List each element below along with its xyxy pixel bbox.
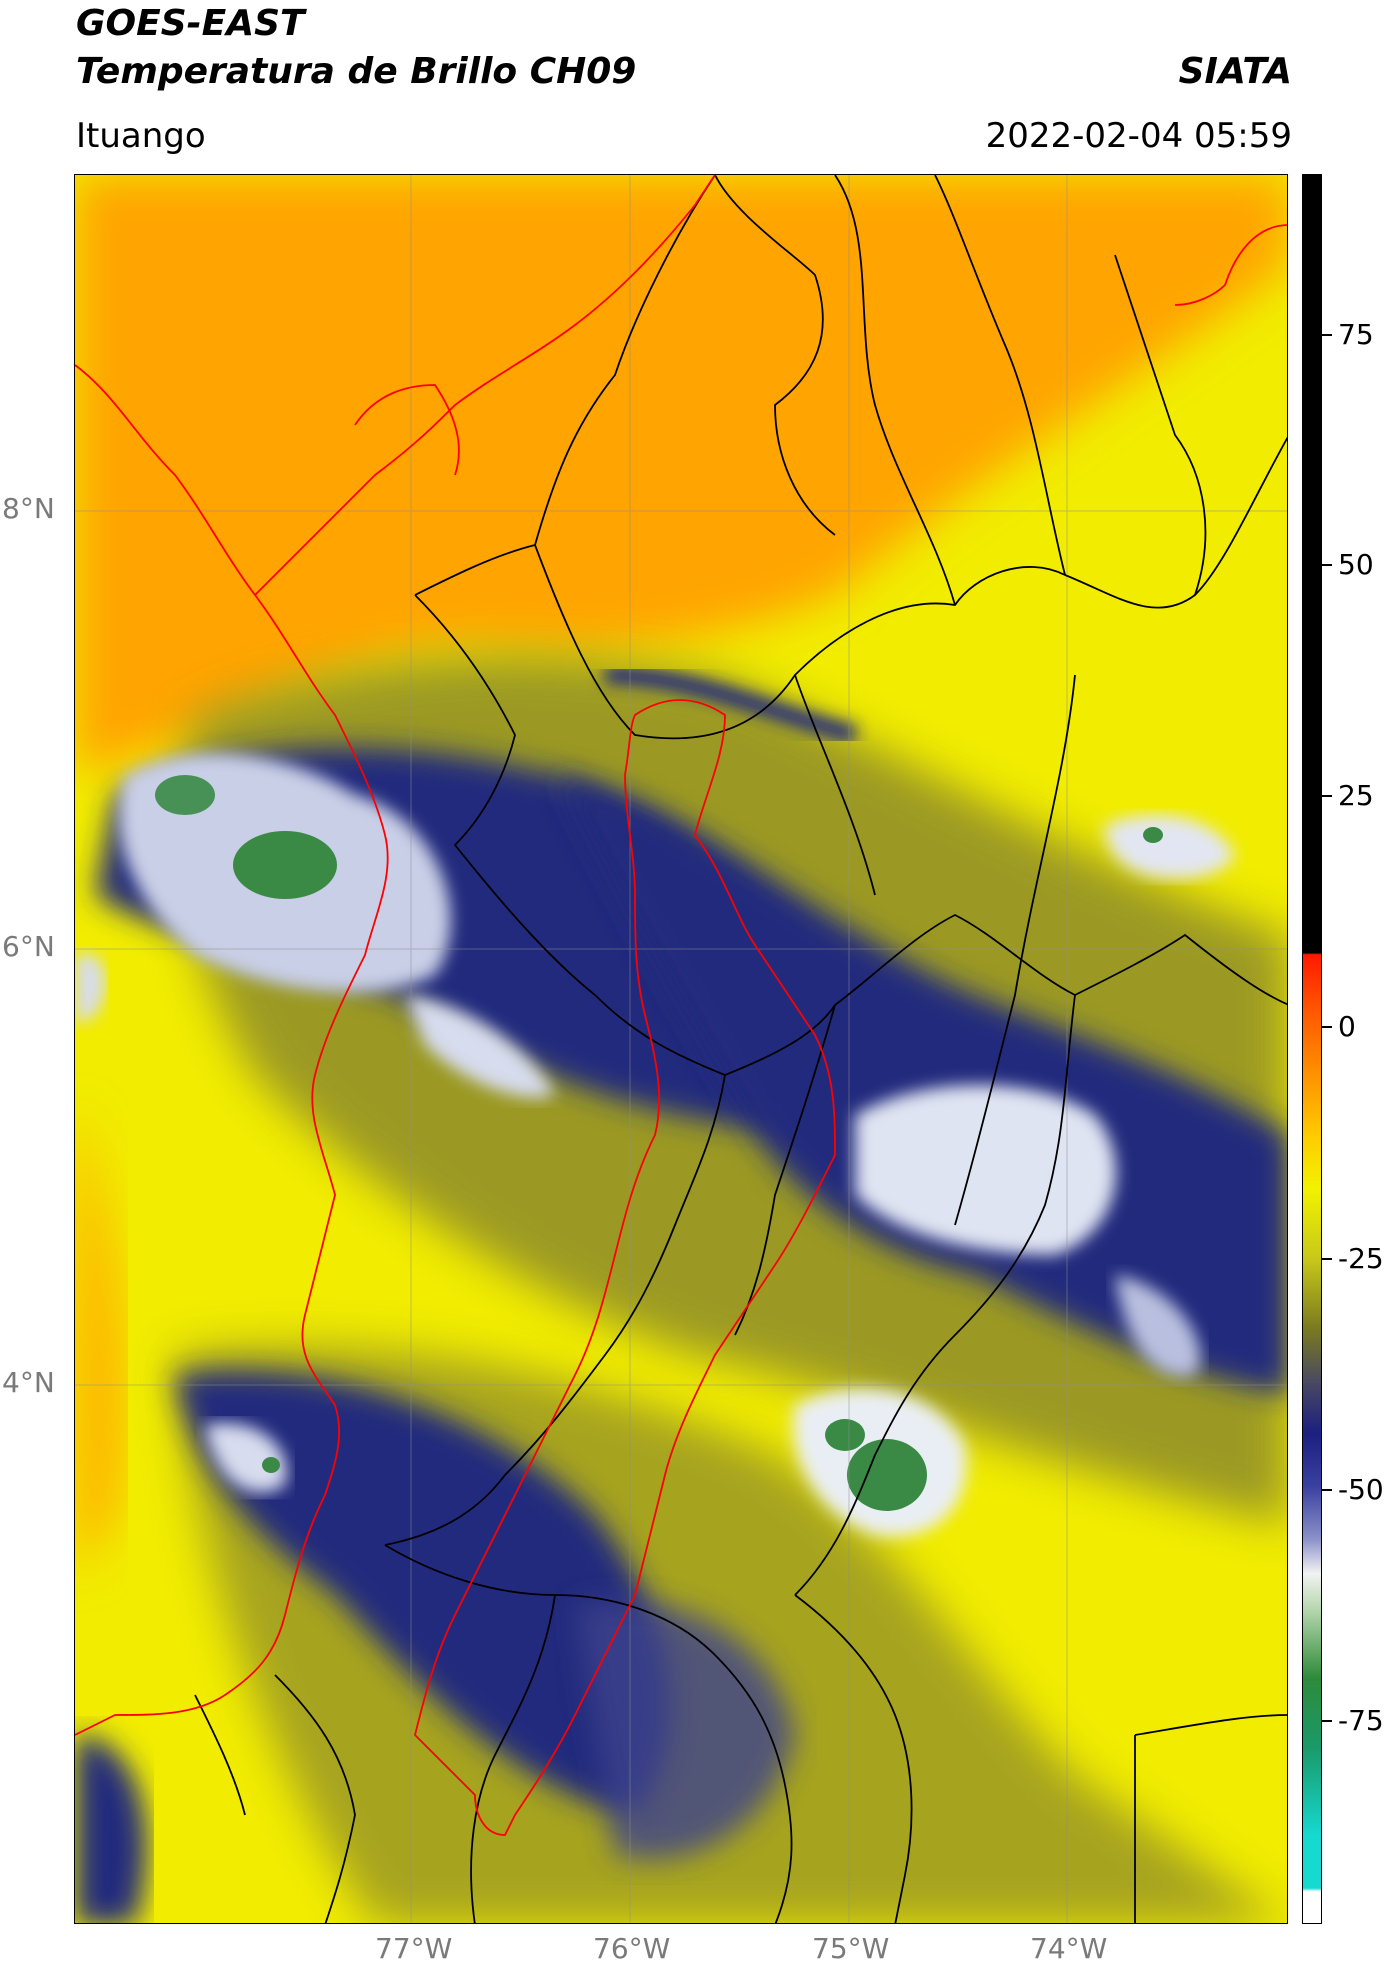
cold-core-south-2 bbox=[825, 1419, 865, 1451]
red-boundaries bbox=[75, 175, 1287, 1836]
cloud-shield-central bbox=[555, 775, 1287, 1395]
colorbar-label: 50 bbox=[1338, 548, 1374, 581]
cold-core-southwest bbox=[262, 1457, 280, 1473]
cold-core-west bbox=[233, 831, 337, 899]
colorbar-tick bbox=[1322, 1026, 1332, 1028]
map-svg bbox=[75, 175, 1287, 1923]
source-label: SIATA bbox=[1178, 51, 1292, 92]
location-label: Ituango bbox=[76, 116, 206, 156]
department-boundaries bbox=[194, 175, 1287, 1923]
title-block: GOES-EAST Temperatura de Brillo CH09 bbox=[76, 0, 636, 96]
colorbar-label: 0 bbox=[1338, 1010, 1356, 1043]
cold-core-south bbox=[847, 1439, 927, 1511]
colorbar-tick bbox=[1322, 334, 1332, 336]
convective-core-east-south bbox=[1115, 1275, 1201, 1377]
lon-tick-label: 77°W bbox=[375, 1932, 453, 1965]
colorbar-label: -75 bbox=[1338, 1704, 1384, 1737]
map-area bbox=[74, 174, 1288, 1924]
title-line-1: GOES-EAST bbox=[76, 3, 305, 44]
colorbar-label: 75 bbox=[1338, 318, 1374, 351]
graticule bbox=[75, 175, 1287, 1923]
lon-tick-label: 75°W bbox=[812, 1932, 890, 1965]
warm-orange-region bbox=[75, 175, 1287, 775]
convective-core-small-east bbox=[1105, 815, 1235, 879]
lat-tick-label: 6°N bbox=[2, 930, 55, 963]
warm-orange-west bbox=[75, 1105, 123, 1575]
colorbar-tick bbox=[1322, 1720, 1332, 1722]
colorbar-label: -50 bbox=[1338, 1473, 1384, 1506]
colorbar-tick bbox=[1322, 795, 1332, 797]
colorbar bbox=[1302, 174, 1322, 1924]
lon-tick-label: 76°W bbox=[593, 1932, 671, 1965]
lat-tick-label: 4°N bbox=[2, 1366, 55, 1399]
convective-core-southwest bbox=[205, 1423, 287, 1493]
colorbar-tick bbox=[1322, 564, 1332, 566]
colorbar-tick bbox=[1322, 1489, 1332, 1491]
lat-tick-label: 8°N bbox=[2, 492, 55, 525]
cloud-southwest-corner bbox=[75, 1735, 147, 1923]
cold-core-northwest bbox=[155, 775, 215, 815]
convective-core-edge bbox=[75, 953, 106, 1025]
cloud-streak-north bbox=[604, 666, 858, 744]
cloud-shield-southwest bbox=[175, 1371, 670, 1815]
convective-core-east bbox=[855, 1085, 1116, 1255]
datetime-label: 2022-02-04 05:59 bbox=[985, 116, 1292, 156]
colorbar-label: 25 bbox=[1338, 779, 1374, 812]
title-line-2: Temperatura de Brillo CH09 bbox=[76, 51, 637, 92]
colorbar-tick bbox=[1322, 1258, 1332, 1260]
convective-core-west-tail bbox=[405, 995, 555, 1098]
cold-core-east bbox=[1143, 827, 1163, 843]
colorbar-label: -25 bbox=[1338, 1242, 1384, 1275]
lon-tick-label: 74°W bbox=[1030, 1932, 1108, 1965]
